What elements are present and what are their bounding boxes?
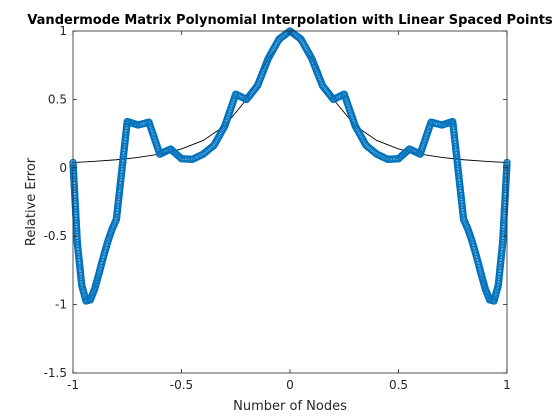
y-tick-label: -1.5	[44, 366, 67, 380]
y-tick-label: 1	[59, 24, 67, 38]
y-tick-label: 0.5	[48, 92, 67, 106]
chart-title: Vandermode Matrix Polynomial Interpolati…	[27, 13, 553, 28]
interpolant-marker	[285, 28, 293, 36]
interpolant-marker	[370, 148, 379, 156]
y-tick-label: -1	[55, 298, 67, 312]
interpolant-marker	[251, 84, 260, 92]
plot-area	[73, 31, 507, 373]
x-axis-label: Number of Nodes	[233, 399, 347, 414]
y-tick-label: -0.5	[44, 229, 67, 243]
x-tick-label: 0	[286, 378, 294, 392]
axes: -1 -0.5 0 0.5 1-1.5-1-0.500.51	[44, 24, 511, 392]
x-tick-label: 1	[503, 378, 511, 392]
chart-marks	[69, 27, 511, 305]
x-tick-label: 0.5	[389, 378, 408, 392]
x-tick-label: -1	[67, 378, 79, 392]
y-axis-label: Relative Error	[24, 157, 39, 246]
x-tick-label: -0.5	[170, 378, 193, 392]
y-tick-label: 0	[59, 161, 67, 175]
